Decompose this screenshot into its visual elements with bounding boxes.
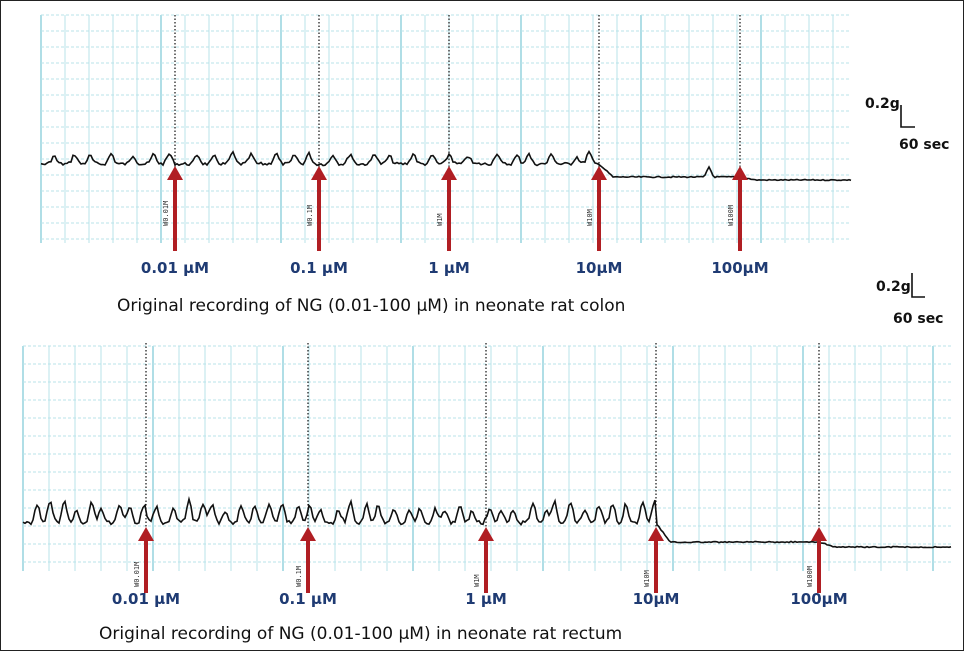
dose-label: 100µM: [711, 259, 768, 277]
rectum-scale-force: 0.2g: [876, 279, 911, 295]
dose-arrow-head: [311, 166, 327, 180]
dose-arrow-head: [478, 527, 494, 541]
dose-label: 10µM: [633, 590, 680, 608]
colon-panel: W0.01M W0.1M W1M W10M W100M 0.01 µM 0.1 µM 1 µ…: [40, 14, 949, 316]
dose-label: 0.1 µM: [290, 259, 348, 277]
rectum-scale-bar-lines: [911, 273, 925, 298]
colon-arrows: [167, 166, 748, 251]
colon-scale-force: 0.2g: [865, 96, 900, 112]
dose-label: 1 µM: [428, 259, 470, 277]
addition-stamp: W0.1M: [306, 205, 314, 226]
addition-stamp: W1M: [436, 213, 444, 226]
addition-stamp: W10M: [643, 570, 651, 587]
rectum-trace: [22, 496, 952, 549]
colon-trace: [40, 150, 852, 182]
dose-label: 10µM: [576, 259, 623, 277]
dose-arrow-head: [732, 166, 748, 180]
colon-dose-labels: 0.01 µM 0.1 µM 1 µM 10µM 100µM: [141, 259, 769, 277]
dose-arrow-head: [167, 166, 183, 180]
dose-label: 1 µM: [465, 590, 507, 608]
colon-scale-bar: 0.2g 60 sec: [865, 96, 949, 153]
dose-arrow-head: [441, 166, 457, 180]
addition-stamp: W1M: [473, 574, 481, 587]
dose-arrow-head: [648, 527, 664, 541]
addition-stamp: W100M: [727, 205, 735, 226]
rectum-panel: W0.01M W0.1M W1M W10M W100M 0.01 µM 0.1 µM 1 µ…: [22, 273, 952, 644]
addition-stamp: W0.01M: [162, 201, 170, 226]
rectum-scale-bar: 0.2g 60 sec: [876, 273, 943, 327]
dose-arrow-head: [300, 527, 316, 541]
dose-label: 0.01 µM: [112, 590, 180, 608]
rectum-caption: Original recording of NG (0.01-100 µM) i…: [99, 624, 622, 644]
addition-stamp: W0.01M: [133, 562, 141, 587]
colon-caption: Original recording of NG (0.01-100 µM) i…: [117, 296, 625, 316]
dose-label: 0.01 µM: [141, 259, 209, 277]
dose-arrow-head: [138, 527, 154, 541]
colon-grid: [40, 14, 851, 243]
addition-stamp: W0.1M: [295, 566, 303, 587]
addition-stamp: W100M: [806, 566, 814, 587]
rectum-arrows: [138, 527, 827, 593]
dose-arrow-head: [591, 166, 607, 180]
rectum-scale-time: 60 sec: [893, 311, 943, 327]
dose-label: 100µM: [790, 590, 847, 608]
colon-scale-bar-lines: [900, 105, 915, 128]
rectum-dose-labels: 0.01 µM 0.1 µM 1 µM 10µM 100µM: [112, 590, 848, 608]
dose-arrow-head: [811, 527, 827, 541]
addition-stamp: W10M: [586, 209, 594, 226]
dose-label: 0.1 µM: [279, 590, 337, 608]
colon-scale-time: 60 sec: [899, 137, 949, 153]
rectum-addition-markers: W0.01M W0.1M W1M W10M W100M: [133, 343, 820, 587]
